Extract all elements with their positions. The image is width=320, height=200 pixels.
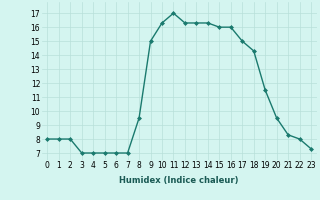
X-axis label: Humidex (Indice chaleur): Humidex (Indice chaleur)	[119, 176, 239, 185]
